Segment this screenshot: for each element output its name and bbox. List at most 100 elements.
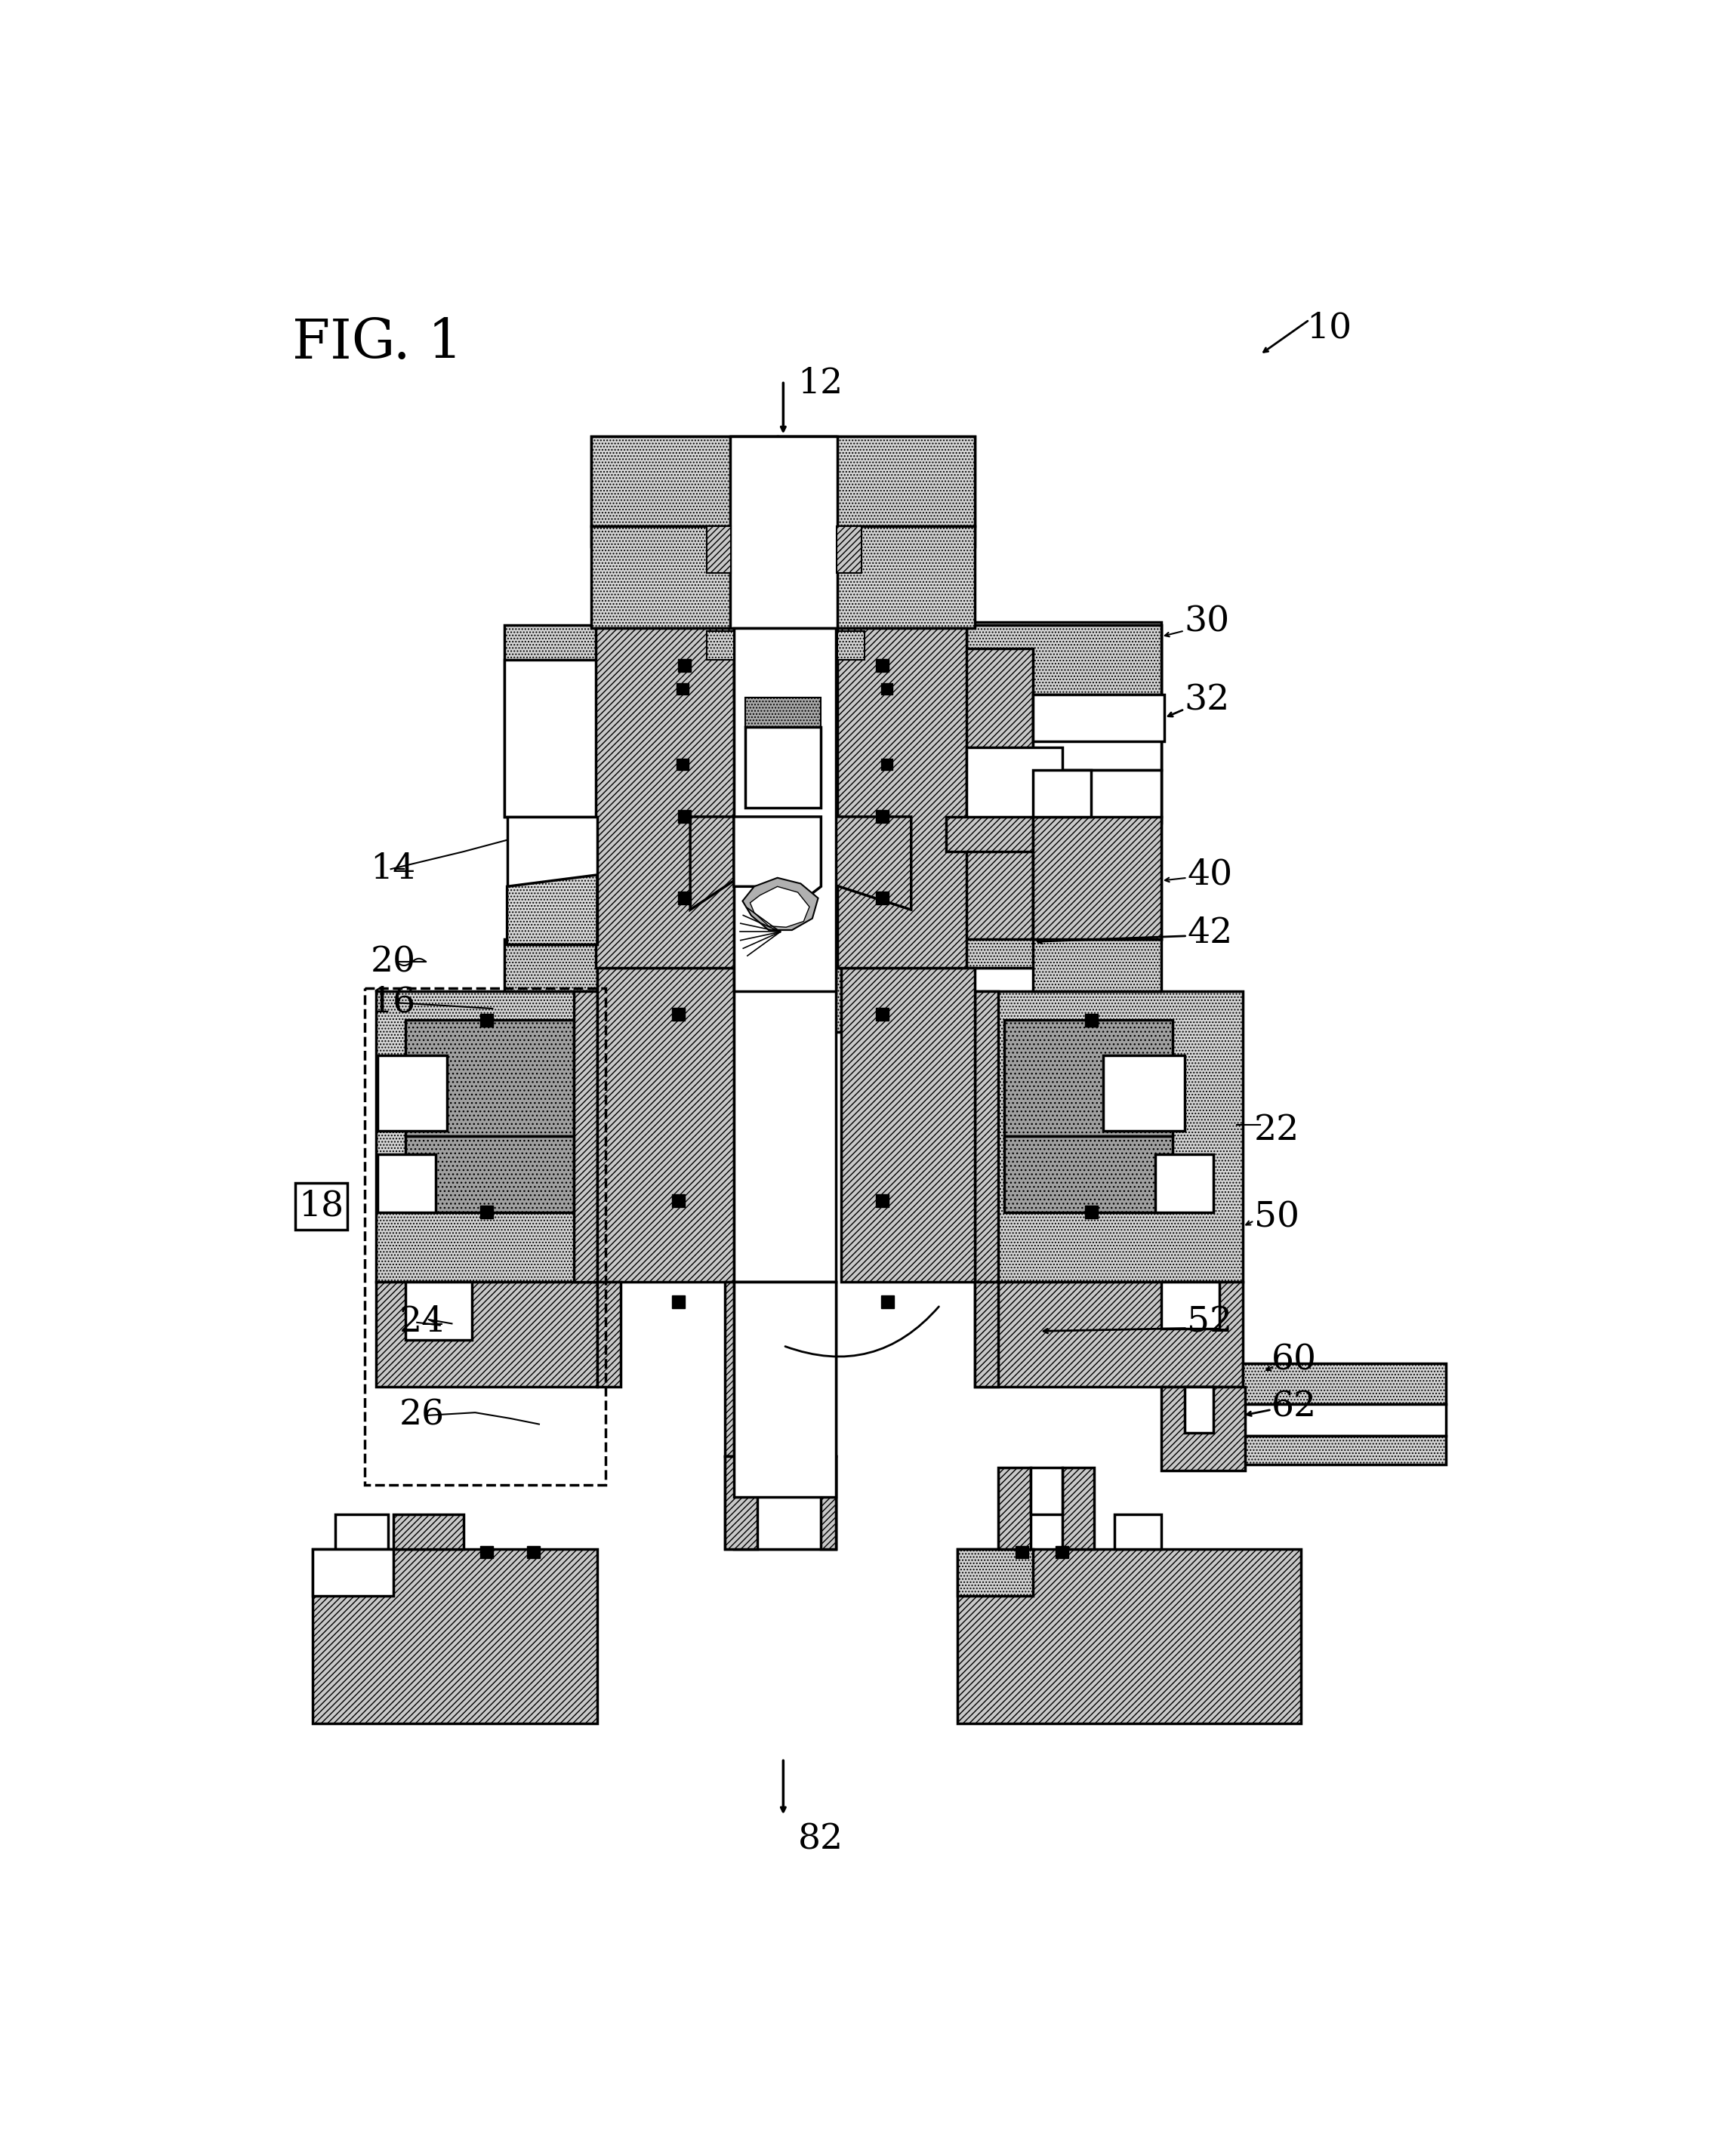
Bar: [734, 1283, 836, 1496]
Bar: [1161, 1283, 1219, 1328]
Bar: [1185, 1386, 1214, 1434]
Text: 60: 60: [1271, 1343, 1318, 1378]
Bar: [946, 817, 1034, 968]
Bar: [836, 526, 975, 627]
Text: 16: 16: [370, 985, 416, 1020]
Bar: [998, 1468, 1030, 1550]
Bar: [504, 625, 690, 817]
Bar: [1030, 1468, 1063, 1514]
Bar: [1034, 770, 1092, 817]
Bar: [597, 938, 690, 968]
Text: 22: 22: [1254, 1112, 1300, 1147]
Bar: [946, 649, 1034, 817]
Bar: [881, 683, 893, 694]
Bar: [946, 623, 1161, 699]
Bar: [975, 625, 1161, 817]
Bar: [975, 1283, 998, 1386]
Bar: [597, 968, 734, 1283]
Bar: [678, 893, 691, 906]
Bar: [574, 992, 597, 1283]
Bar: [875, 1194, 889, 1207]
Bar: [597, 649, 690, 817]
Bar: [707, 632, 734, 660]
Bar: [1161, 1386, 1245, 1470]
Bar: [958, 1550, 1034, 1595]
Bar: [678, 811, 691, 824]
Bar: [726, 1455, 757, 1550]
Bar: [789, 1283, 820, 1455]
Bar: [1034, 817, 1161, 938]
Bar: [480, 1546, 494, 1559]
Bar: [707, 526, 731, 550]
Bar: [734, 627, 836, 992]
Polygon shape: [743, 877, 819, 929]
Bar: [836, 545, 879, 662]
Bar: [406, 1020, 574, 1136]
Bar: [731, 436, 836, 550]
Bar: [377, 992, 597, 1283]
Bar: [820, 1455, 836, 1550]
Bar: [1156, 1153, 1214, 1212]
Bar: [836, 526, 862, 573]
Bar: [507, 817, 597, 944]
Bar: [1034, 770, 1161, 938]
Bar: [1015, 1546, 1029, 1559]
Bar: [504, 660, 597, 817]
Text: 82: 82: [798, 1822, 843, 1856]
Bar: [377, 1054, 447, 1130]
Bar: [597, 627, 734, 968]
Bar: [394, 1514, 463, 1550]
Text: FIG. 1: FIG. 1: [292, 317, 463, 371]
Bar: [690, 742, 912, 968]
Bar: [734, 545, 836, 699]
Bar: [592, 526, 731, 627]
Bar: [729, 436, 838, 627]
Bar: [597, 1283, 621, 1386]
Bar: [313, 1550, 394, 1595]
Bar: [480, 1013, 494, 1026]
Bar: [836, 526, 858, 550]
Text: 24: 24: [399, 1304, 445, 1339]
Text: 18: 18: [298, 1190, 344, 1222]
Text: 30: 30: [1185, 606, 1230, 638]
Text: 32: 32: [1185, 683, 1230, 718]
Polygon shape: [507, 875, 597, 944]
Bar: [734, 1455, 836, 1550]
Bar: [673, 1194, 685, 1207]
Bar: [526, 1546, 540, 1559]
Bar: [967, 746, 1063, 824]
Bar: [1085, 1013, 1097, 1026]
Bar: [673, 1009, 685, 1020]
Bar: [690, 625, 912, 742]
Bar: [707, 526, 731, 573]
Bar: [335, 1514, 389, 1550]
Bar: [726, 1455, 836, 1550]
Polygon shape: [750, 886, 810, 927]
Text: 42: 42: [1187, 916, 1233, 951]
Bar: [838, 627, 967, 968]
Bar: [365, 987, 605, 1485]
Bar: [504, 938, 597, 992]
Bar: [838, 632, 865, 660]
Text: 26: 26: [399, 1399, 445, 1432]
Bar: [294, 1184, 347, 1229]
Text: 50: 50: [1254, 1201, 1300, 1235]
Bar: [406, 1136, 574, 1212]
Bar: [406, 1283, 473, 1339]
Bar: [1242, 1404, 1447, 1436]
Bar: [1115, 1514, 1161, 1550]
Polygon shape: [734, 817, 820, 916]
Bar: [875, 893, 889, 906]
Bar: [1063, 1468, 1094, 1550]
Bar: [377, 1153, 435, 1212]
Bar: [597, 817, 690, 968]
Bar: [592, 436, 777, 545]
Text: 10: 10: [1307, 310, 1352, 345]
Bar: [841, 968, 975, 1283]
Bar: [1004, 1020, 1173, 1136]
Bar: [377, 1283, 597, 1386]
Text: 20: 20: [370, 944, 416, 979]
Bar: [975, 992, 998, 1283]
Bar: [313, 1550, 597, 1723]
Bar: [881, 759, 893, 770]
